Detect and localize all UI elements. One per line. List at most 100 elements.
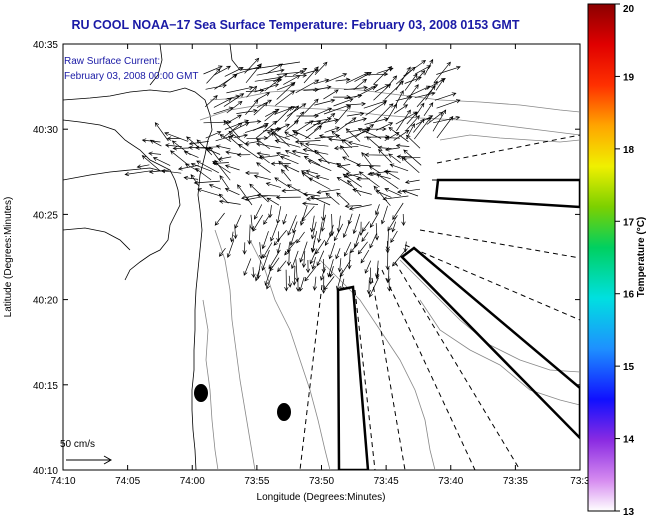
current-vector — [262, 242, 273, 259]
y-tick-label: 40:35 — [33, 40, 58, 51]
current-vector — [394, 90, 404, 108]
current-vector — [305, 169, 319, 175]
current-vector — [374, 204, 380, 216]
current-vector — [349, 242, 359, 254]
current-vector — [401, 156, 420, 174]
current-vector — [403, 84, 419, 106]
current-vector — [266, 63, 284, 74]
current-vector — [195, 168, 212, 181]
current-vector — [384, 147, 400, 152]
current-vector — [378, 148, 392, 163]
current-vector — [160, 169, 182, 174]
current-vector — [333, 98, 354, 107]
current-vector — [328, 242, 336, 260]
current-vector — [224, 67, 244, 77]
current-vector — [268, 251, 280, 270]
current-vector — [148, 169, 170, 174]
current-vector — [317, 221, 323, 243]
current-vector — [357, 241, 368, 255]
current-vector — [274, 177, 291, 188]
current-vector — [164, 132, 189, 142]
current-vector — [316, 250, 325, 267]
current-vector — [245, 119, 262, 124]
current-vector — [252, 123, 269, 131]
current-vector — [382, 195, 409, 201]
current-vector — [276, 242, 281, 254]
current-vector — [190, 162, 212, 172]
scale-label: 50 cm/s — [60, 439, 95, 450]
current-vector — [245, 63, 262, 84]
current-vector — [313, 113, 336, 131]
current-vector — [386, 267, 391, 283]
colorbar-tick-label: 19 — [623, 72, 635, 83]
current-vector — [321, 203, 326, 222]
current-vector — [377, 145, 392, 150]
current-vector — [242, 242, 247, 255]
current-vector — [194, 145, 219, 150]
x-tick-label: 73:3 — [570, 476, 590, 487]
current-vector — [415, 115, 434, 126]
x-tick-label: 74:10 — [50, 476, 75, 487]
current-vector — [223, 93, 245, 107]
current-vector — [375, 122, 394, 131]
current-vector — [286, 242, 291, 254]
current-vector — [335, 77, 351, 82]
current-vector — [304, 98, 319, 114]
current-vector — [304, 142, 329, 147]
current-vector — [291, 250, 299, 270]
current-vector — [392, 202, 404, 220]
current-vector — [277, 260, 287, 273]
current-vector — [316, 188, 340, 195]
current-vector — [245, 99, 259, 116]
current-vector — [259, 155, 270, 164]
x-tick-label: 73:35 — [503, 476, 528, 487]
current-vector — [311, 241, 316, 253]
current-vector — [269, 257, 280, 272]
current-vector — [352, 213, 361, 235]
current-vector — [369, 233, 377, 249]
current-vector — [384, 188, 402, 197]
current-vector — [310, 195, 331, 206]
current-vector — [304, 266, 317, 282]
current-vector — [335, 248, 341, 260]
current-vector — [301, 205, 315, 222]
current-vector — [335, 105, 351, 125]
current-vector — [415, 70, 426, 82]
surface-current-vectors — [124, 57, 461, 298]
current-vector — [361, 221, 370, 233]
current-vector — [405, 115, 420, 132]
current-vector — [314, 61, 328, 75]
colorbar — [587, 3, 616, 512]
current-vector — [245, 88, 265, 93]
current-vector — [294, 139, 321, 144]
current-vector — [358, 221, 364, 236]
x-tick-label: 73:40 — [438, 476, 463, 487]
current-vector — [387, 275, 392, 292]
x-tick-label: 74:05 — [115, 476, 140, 487]
current-vector — [395, 143, 410, 148]
current-vector — [205, 83, 227, 90]
current-vector — [333, 223, 344, 242]
current-vector — [352, 188, 372, 195]
current-vector — [388, 127, 409, 143]
current-vector — [414, 117, 431, 140]
current-vector — [219, 134, 232, 142]
x-axis: 74:10 74:05 74:00 73:55 73:50 73:45 73:40 73:35… — [50, 44, 590, 487]
current-vector — [279, 155, 299, 165]
current-vector — [373, 185, 391, 206]
current-vector — [313, 85, 332, 91]
current-vector — [284, 105, 300, 122]
current-vector — [353, 78, 368, 90]
current-vector — [346, 101, 366, 107]
current-vector — [299, 205, 308, 226]
y-tick-label: 40:15 — [33, 381, 58, 392]
current-vector — [304, 117, 332, 124]
current-vector — [287, 275, 293, 288]
current-vector — [433, 115, 461, 124]
current-vector — [218, 247, 226, 257]
current-vector — [293, 111, 305, 124]
current-vector — [357, 128, 382, 139]
current-vector — [435, 77, 445, 91]
current-vector — [215, 144, 231, 150]
current-vector — [278, 160, 289, 171]
